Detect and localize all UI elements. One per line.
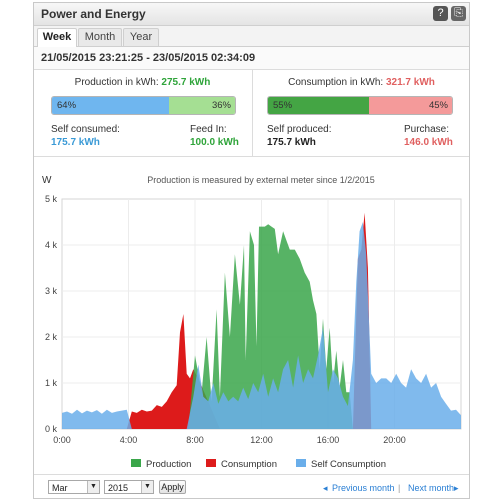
production-split-bar: 64% 36% (51, 96, 236, 115)
y-axis-label: W (42, 175, 52, 186)
previous-month-link[interactable]: Previous month (332, 483, 395, 493)
purchase-percent: 45% (429, 97, 448, 114)
help-icon[interactable]: ? (433, 6, 448, 21)
self-produced-label: Self produced: (267, 124, 332, 135)
apply-button[interactable]: Apply (159, 480, 186, 494)
self-consumed-label: Self consumed: (51, 124, 120, 135)
legend-swatch-production (131, 459, 141, 467)
x-tick-label: 16:00 (317, 435, 340, 445)
self-consumed-value: 175.7 kWh (51, 137, 100, 148)
self-produced-segment: 55% (268, 97, 369, 114)
feed-in-percent: 36% (212, 97, 231, 114)
consumption-split-bar: 55% 45% (267, 96, 453, 115)
consumption-summary: Consumption in kWh: 321.7 kWh 55% 45% Se… (252, 70, 470, 156)
self-consumed-percent: 64% (57, 97, 76, 114)
production-label: Production in kWh: (75, 77, 159, 88)
period-tabs: Week Month Year (34, 26, 469, 47)
legend-label-consumption[interactable]: Consumption (221, 459, 277, 470)
x-tick-label: 0:00 (53, 435, 71, 445)
power-chart-area: W Production is measured by external met… (34, 157, 469, 472)
y-tick-label: 1 k (45, 378, 58, 388)
tab-year[interactable]: Year (123, 28, 159, 46)
energy-summary: Production in kWh: 275.7 kWh 64% 36% Sel… (34, 70, 469, 157)
consumption-value: 321.7 kWh (386, 77, 435, 88)
x-tick-label: 12:00 (250, 435, 273, 445)
date-range: 21/05/2015 23:21:25 - 23/05/2015 02:34:0… (41, 52, 255, 64)
y-tick-label: 0 k (45, 424, 58, 434)
self-consumed-segment: 64% (52, 97, 169, 114)
feed-in-label: Feed In: (190, 124, 227, 135)
export-icon[interactable]: ⎘ (451, 6, 466, 21)
self-produced-percent: 55% (273, 97, 292, 114)
consumption-heading: Consumption in kWh: 321.7 kWh (253, 77, 470, 88)
date-range-bar: 21/05/2015 23:21:25 - 23/05/2015 02:34:0… (34, 47, 469, 70)
chevron-left-icon[interactable]: ◂ (323, 483, 328, 494)
production-value: 275.7 kWh (161, 77, 210, 88)
month-select[interactable]: Mar ▼ (48, 480, 100, 494)
production-summary: Production in kWh: 275.7 kWh 64% 36% Sel… (34, 70, 251, 156)
legend-swatch-consumption (206, 459, 216, 467)
chart-title: Production is measured by external meter… (147, 175, 375, 185)
legend-swatch-self-consumption (296, 459, 306, 467)
chevron-down-icon: ▼ (87, 481, 99, 493)
x-tick-label: 20:00 (383, 435, 406, 445)
footer-controls: Mar ▼ 2015 ▼ Apply ◂ Previous month | Ne… (34, 474, 469, 499)
year-select[interactable]: 2015 ▼ (104, 480, 154, 494)
power-energy-widget: Power and Energy ? ⎘ Week Month Year 21/… (33, 2, 470, 499)
power-chart: W Production is measured by external met… (34, 157, 469, 472)
purchase-value: 146.0 kWh (404, 137, 453, 148)
year-select-value: 2015 (108, 481, 128, 495)
y-tick-label: 4 k (45, 240, 58, 250)
tab-month[interactable]: Month (78, 28, 122, 46)
chevron-down-icon: ▼ (141, 481, 153, 493)
self-produced-value: 175.7 kWh (267, 137, 316, 148)
purchase-label: Purchase: (404, 124, 449, 135)
x-tick-label: 8:00 (186, 435, 204, 445)
y-tick-label: 5 k (45, 194, 58, 204)
consumption-label: Consumption in kWh: (288, 77, 383, 88)
feed-in-segment: 36% (169, 97, 235, 114)
chevron-right-icon[interactable]: ▸ (454, 483, 459, 494)
x-tick-label: 4:00 (120, 435, 138, 445)
month-select-value: Mar (52, 481, 68, 495)
y-tick-label: 3 k (45, 286, 58, 296)
y-tick-label: 2 k (45, 332, 58, 342)
tab-week[interactable]: Week (37, 28, 77, 47)
nav-separator: | (398, 483, 400, 493)
legend-label-production[interactable]: Production (146, 459, 191, 470)
purchase-segment: 45% (369, 97, 452, 114)
next-month-link[interactable]: Next month (408, 483, 454, 493)
legend-label-self-consumption[interactable]: Self Consumption (311, 459, 386, 470)
title-bar: Power and Energy ? ⎘ (34, 3, 469, 26)
widget-title: Power and Energy (41, 7, 146, 21)
production-heading: Production in kWh: 275.7 kWh (34, 77, 251, 88)
feed-in-value: 100.0 kWh (190, 137, 239, 148)
